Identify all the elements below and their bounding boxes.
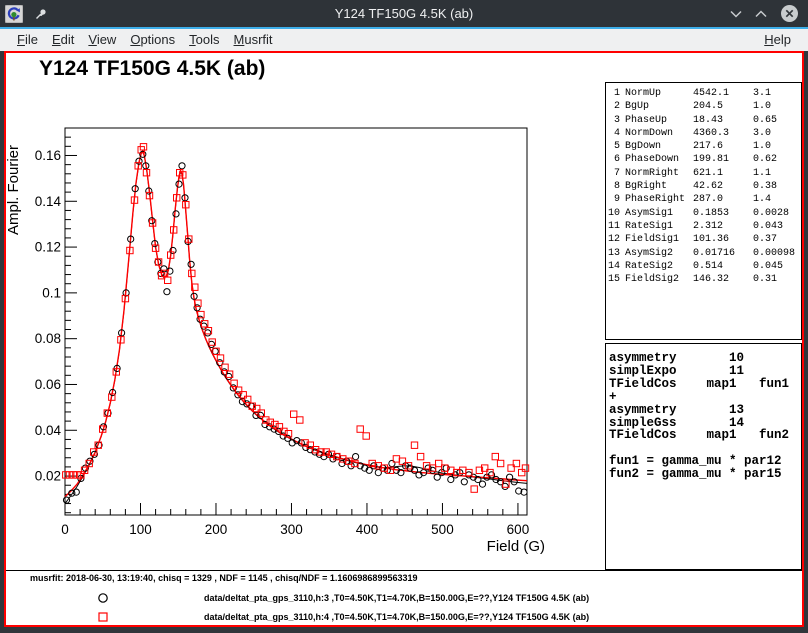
data-point [291, 411, 297, 417]
svg-text:0.04: 0.04 [35, 423, 62, 438]
data-point [399, 458, 405, 464]
theory-text: asymmetry 10 simplExpo 11 TFieldCos map1… [609, 352, 801, 481]
param-row: 8BgRight42.620.38 [606, 180, 801, 193]
param-row: 14RateSig20.5140.045 [606, 260, 801, 273]
param-row: 12FieldSig1101.360.37 [606, 233, 801, 246]
fit-parameter-rows: 1NormUp4542.13.12BgUp204.51.03PhaseUp18.… [606, 87, 801, 286]
window-title: Y124 TF150G 4.5K (ab) [0, 0, 808, 27]
chevron-down-icon [730, 9, 742, 19]
musrfit-window: { "window": { "title": "Y124 TF150G 4.5K… [0, 0, 808, 633]
pin-icon[interactable] [34, 7, 48, 21]
close-icon [780, 4, 799, 23]
theory-box[interactable]: asymmetry 10 simplExpo 11 TFieldCos map1… [605, 343, 802, 570]
h3-data [63, 151, 527, 503]
data-point [519, 469, 525, 475]
data-point [363, 433, 369, 439]
data-point [492, 453, 498, 459]
data-point [70, 472, 76, 478]
data-point [176, 181, 182, 187]
svg-text:100: 100 [129, 522, 152, 537]
data-point [297, 417, 303, 423]
svg-text:200: 200 [205, 522, 228, 537]
menu-musrfit[interactable]: Musrfit [227, 29, 280, 51]
svg-text:0.16: 0.16 [35, 148, 61, 163]
svg-text:400: 400 [356, 522, 379, 537]
maximize-button[interactable] [755, 9, 767, 19]
legend-row: data/deltat_pta_gps_3110,h:3 ,T0=4.50K,T… [6, 591, 802, 606]
param-row: 4NormDown4360.33.0 [606, 127, 801, 140]
param-row: 9PhaseRight287.01.4 [606, 193, 801, 206]
root-app-icon [5, 5, 23, 23]
menu-view[interactable]: View [81, 29, 123, 51]
fit-parameter-box[interactable]: 1NormUp4542.13.12BgUp204.51.03PhaseUp18.… [605, 82, 802, 340]
titlebar[interactable]: Y124 TF150G 4.5K (ab) [0, 0, 808, 27]
menu-tools[interactable]: Tools [182, 29, 226, 51]
legend-row: data/deltat_pta_gps_3110,h:4 ,T0=4.50K,T… [6, 610, 802, 625]
legend-text: data/deltat_pta_gps_3110,h:3 ,T0=4.50K,T… [204, 593, 589, 603]
menu-edit[interactable]: Edit [45, 29, 81, 51]
param-row: 3PhaseUp18.430.65 [606, 114, 801, 127]
svg-text:300: 300 [280, 522, 303, 537]
minimize-button[interactable] [730, 9, 742, 19]
data-point [353, 454, 359, 460]
data-point [461, 479, 467, 485]
param-row: 6PhaseDown199.810.62 [606, 153, 801, 166]
data-point [188, 261, 194, 267]
svg-text:0.1: 0.1 [42, 285, 61, 300]
data-point [522, 465, 528, 471]
param-row: 5BgDown217.61.0 [606, 140, 801, 153]
svg-text:0.14: 0.14 [35, 194, 62, 209]
data-point [389, 460, 395, 466]
data-point [471, 486, 477, 492]
menubar: File Edit View Options Tools Musrfit Hel… [0, 29, 808, 51]
param-row: 7NormRight621.11.1 [606, 167, 801, 180]
data-point [74, 472, 80, 478]
data-point [73, 489, 79, 495]
data-point [411, 442, 417, 448]
svg-text:0.08: 0.08 [35, 331, 61, 346]
param-row: 1NormUp4542.13.1 [606, 87, 801, 100]
data-point [173, 211, 179, 217]
param-row: 13AsymSig20.017160.00098 [606, 247, 801, 260]
info-pad-separator [6, 570, 802, 571]
data-point [497, 460, 503, 466]
plot-canvas[interactable]: 0 100 200 300 400 500 600 0.02 0.04 0.06 0.08 0.1 0.… [6, 53, 606, 573]
svg-text:0.06: 0.06 [35, 377, 61, 392]
data-point [165, 277, 171, 283]
menu-options[interactable]: Options [123, 29, 182, 51]
menu-help[interactable]: Help [757, 29, 798, 51]
param-row: 11RateSig12.3120.043 [606, 220, 801, 233]
data-point [164, 289, 170, 295]
fit-stats-line: musrfit: 2018-06-30, 13:19:40, chisq = 1… [30, 573, 417, 583]
data-point [179, 163, 185, 169]
root-canvas[interactable]: Y124 TF150G 4.5K (ab) 010020030040050060… [4, 51, 804, 627]
open-square-icon [96, 610, 110, 624]
data-point [348, 463, 354, 469]
data-point [417, 453, 423, 459]
param-row: 15FieldSig2146.320.31 [606, 273, 801, 286]
svg-text:500: 500 [431, 522, 454, 537]
x-axis-title: Field (G) [487, 538, 545, 555]
data-point [479, 481, 485, 487]
chevron-up-icon [755, 9, 767, 19]
close-button[interactable] [780, 4, 799, 23]
svg-text:600: 600 [507, 522, 530, 537]
data-point [357, 426, 363, 432]
svg-text:0: 0 [61, 522, 69, 537]
y-axis-title: Ampl. Fourier [6, 145, 22, 235]
data-point [436, 460, 442, 466]
fit-line-h4 [65, 151, 527, 497]
legend-text: data/deltat_pta_gps_3110,h:4 ,T0=4.50K,T… [204, 612, 589, 622]
svg-text:0.12: 0.12 [35, 240, 61, 255]
svg-text:0.02: 0.02 [35, 469, 61, 484]
param-row: 10AsymSig10.18530.0028 [606, 207, 801, 220]
menu-file[interactable]: File [10, 29, 45, 51]
open-circle-icon [96, 591, 110, 605]
h4-data [63, 144, 529, 493]
param-row: 2BgUp204.51.0 [606, 100, 801, 113]
data-point [66, 472, 72, 478]
